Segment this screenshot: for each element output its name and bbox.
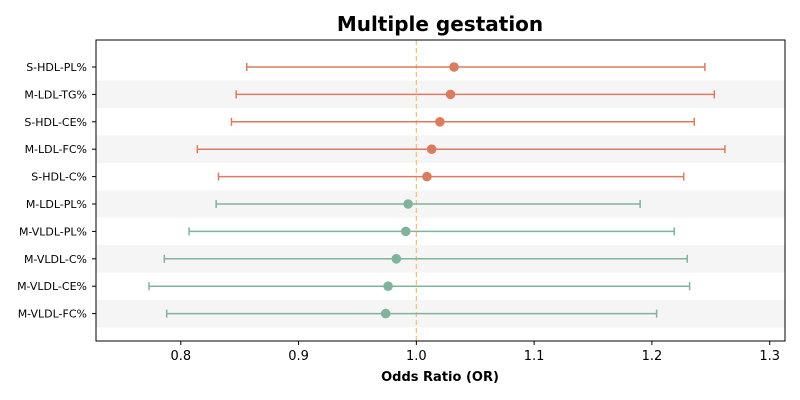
- or-point: [435, 117, 445, 127]
- y-tick-label: M-VLDL-PL%: [19, 225, 87, 238]
- y-tick-label: S-HDL-C%: [31, 171, 87, 184]
- or-point: [383, 281, 393, 292]
- plot-marks: [148, 62, 726, 319]
- x-axis: 0.8 0.9 1.0 1.1 1.2 1.3: [170, 341, 780, 364]
- or-point: [380, 308, 391, 319]
- or-point: [426, 144, 437, 154]
- y-axis: S-HDL-PL% M-LDL-TG% S-HDL-CE% M-LDL-FC% S-HD…: [17, 61, 96, 321]
- y-tick-label: M-VLDL-C%: [24, 253, 87, 266]
- x-tick-label: 0.9: [288, 349, 309, 364]
- y-tick-label: M-LDL-FC%: [25, 143, 87, 156]
- x-tick-label: 1.0: [406, 349, 427, 364]
- chart-title: Multiple gestation: [337, 12, 543, 36]
- or-point: [391, 253, 402, 264]
- x-tick-label: 1.2: [642, 349, 663, 364]
- or-point: [400, 226, 411, 237]
- x-tick-label: 1.1: [524, 349, 545, 364]
- y-tick-label: M-VLDL-FC%: [18, 308, 87, 321]
- y-tick-label: M-LDL-TG%: [24, 88, 87, 101]
- or-point: [422, 171, 432, 182]
- plot-frame: [95, 39, 786, 342]
- or-point: [445, 89, 456, 100]
- or-point: [449, 62, 459, 72]
- y-tick-label: S-HDL-PL%: [26, 61, 87, 74]
- x-tick-label: 1.3: [759, 349, 780, 364]
- y-tick-label: M-LDL-PL%: [26, 198, 87, 211]
- y-tick-label: S-HDL-CE%: [24, 116, 87, 129]
- x-axis-label: Odds Ratio (OR): [381, 370, 499, 385]
- y-tick-label: M-VLDL-CE%: [17, 280, 87, 293]
- or-point: [403, 199, 413, 209]
- x-tick-label: 0.8: [170, 349, 191, 364]
